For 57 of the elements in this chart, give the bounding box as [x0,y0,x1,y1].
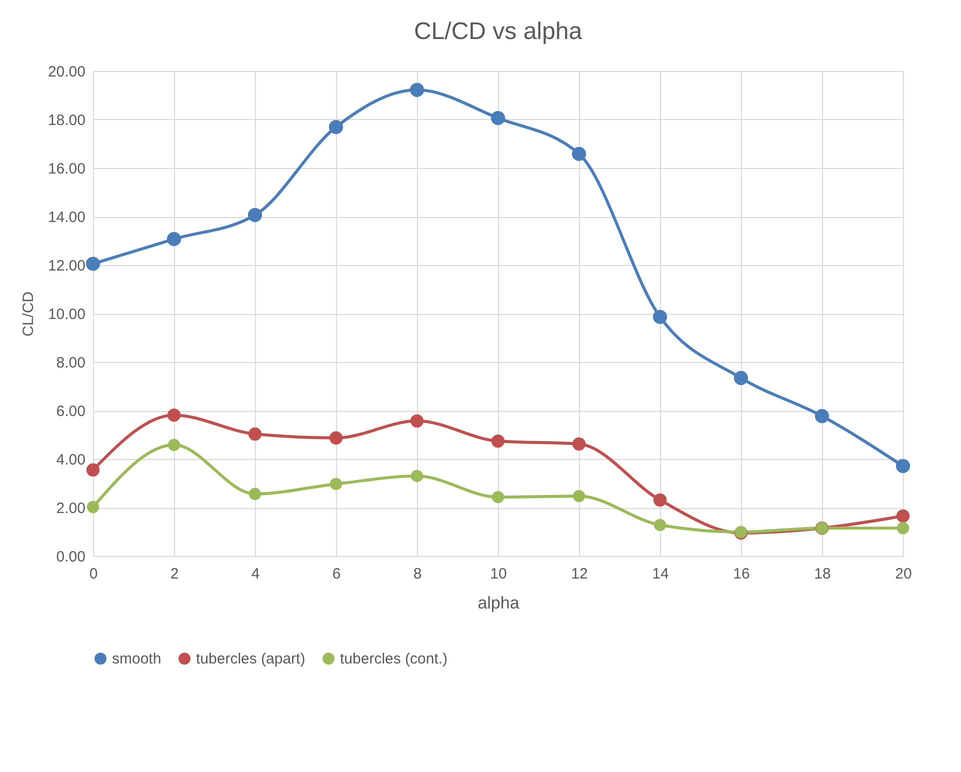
y-tick-label: 2.00 [56,500,86,517]
point [734,370,748,386]
y-tick-label: 4.00 [56,452,86,468]
point [814,409,830,424]
x-tick-label: 0 [89,566,98,582]
point [572,437,586,451]
point [167,408,181,422]
point [654,518,666,532]
point [490,110,506,126]
y-tick-label: 10.00 [48,306,86,323]
legend-label: tubercles (apart) [196,650,306,668]
point [248,488,262,500]
legend-label: tubercles (cont.) [340,650,448,668]
point [248,208,262,222]
point [328,120,344,134]
y-tick-label: 0.00 [56,548,86,566]
x-tick-label: 16 [733,566,750,582]
x-tick-label: 10 [490,566,507,582]
point [896,522,910,534]
point [572,490,586,502]
point [86,500,100,514]
point [248,427,262,441]
chart-title: CL/CD vs alpha [414,18,583,45]
point [330,478,342,490]
point [86,463,100,477]
point [329,431,343,445]
y-axis-title: CL/CD [20,291,37,337]
x-axis-title: alpha [478,594,520,612]
point [166,232,182,246]
x-tick-label: 18 [814,566,831,582]
legend-label: smooth [112,650,162,668]
y-tick-label: 12.00 [48,258,86,274]
y-tick-label: 6.00 [56,403,86,420]
point [410,82,424,97]
x-tick-label: 14 [652,566,669,582]
point [86,256,100,271]
point [653,493,667,507]
point [572,146,586,161]
x-tick-label: 2 [170,566,179,582]
point [896,509,910,523]
y-tick-label: 18.00 [48,112,86,129]
y-tick-label: 8.00 [56,354,86,372]
point [492,490,504,504]
point [410,414,424,428]
y-tick-label: 16.00 [48,160,86,178]
point [652,310,668,324]
y-tick-label: 14.00 [48,209,86,226]
point [168,438,180,452]
point [896,458,910,474]
x-tick-label: 8 [413,566,422,582]
x-tick-label: 4 [251,566,260,582]
x-tick-label: 12 [571,566,588,582]
x-tick-label: 6 [332,566,341,582]
x-tick-label: 20 [895,566,912,582]
point [410,470,424,482]
point [491,434,505,448]
y-tick-label: 20.00 [48,64,86,80]
